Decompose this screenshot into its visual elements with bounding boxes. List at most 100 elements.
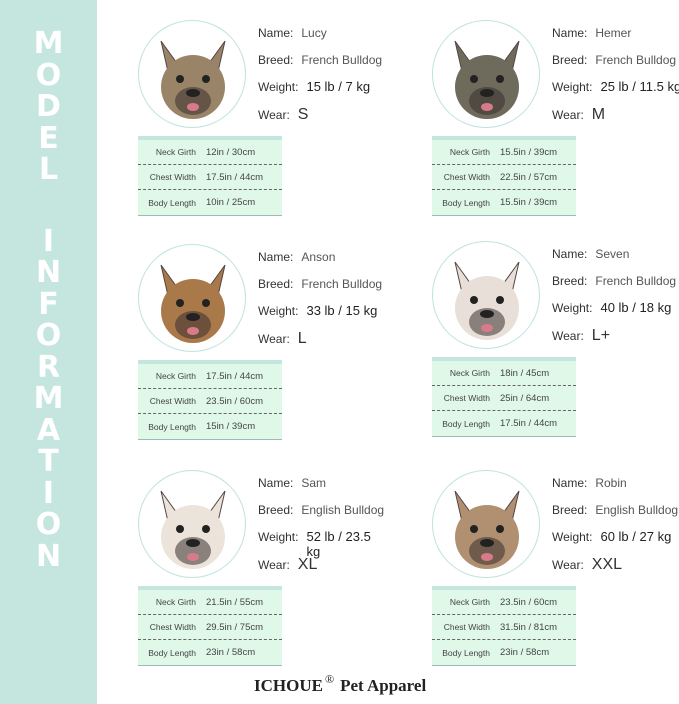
sidebar-letter: M (33, 381, 64, 416)
measurement-table: Neck Girth 23.5in / 60cm Chest Width 31.5i… (432, 586, 576, 666)
body-length-value: 15in / 39cm (206, 421, 256, 432)
body-length-label: Body Length (442, 647, 490, 658)
dog-model-card: Name: Sam Breed: English Bulldog Weight: 52… (138, 470, 388, 670)
dog-name: Robin (595, 476, 627, 490)
dog-size: XXL (591, 555, 623, 573)
weight-label: Weight: (258, 530, 299, 544)
body-length-value: 23in / 58cm (206, 647, 256, 658)
weight-label: Weight: (552, 80, 593, 94)
measurement-table: Neck Girth 18in / 45cm Chest Width 25in / … (432, 357, 576, 437)
sidebar-letter: D (36, 89, 61, 124)
dog-info: Name: Sam Breed: English Bulldog Weight: 52… (258, 476, 388, 582)
weight-label: Weight: (258, 304, 299, 318)
breed-label: Breed: (258, 52, 294, 67)
dog-model-card: Name: Robin Breed: English Bulldog Weight:… (432, 470, 679, 670)
dog-weight: 25 lb / 11.5 kg (600, 79, 679, 94)
dog-weight: 15 lb / 7 kg (306, 79, 371, 94)
brand-tagline: Pet Apparel (340, 676, 427, 695)
chest-width-value: 23.5in / 60cm (206, 395, 264, 407)
dog-photo (432, 470, 540, 578)
body-length-label: Body Length (442, 197, 490, 208)
body-length-label: Body Length (148, 421, 196, 432)
dog-size: M (591, 105, 606, 123)
table-row: Body Length 15in / 39cm (138, 414, 282, 439)
wear-label: Wear: (258, 557, 290, 572)
sidebar-letter: I (42, 223, 55, 259)
dog-name: Sam (301, 476, 327, 490)
table-row: Chest Width 17.5in / 44cm (138, 165, 282, 190)
table-row: Chest Width 31.5in / 81cm (432, 615, 576, 640)
sidebar-letter: R (36, 349, 61, 385)
dog-size: XL (297, 555, 318, 573)
sidebar-letter: O (35, 57, 62, 93)
table-row: Body Length 10in / 25cm (138, 190, 282, 215)
dog-breed: French Bulldog (301, 52, 383, 67)
dog-info: Name: Seven Breed: French Bulldog Weight: 4… (552, 247, 676, 353)
dog-weight: 33 lb / 15 kg (306, 303, 378, 318)
neck-girth-value: 12in / 30cm (206, 146, 256, 158)
dog-model-card: Name: Lucy Breed: French Bulldog Weight: 15… (138, 20, 388, 220)
table-row: Body Length 23in / 58cm (138, 640, 282, 665)
dog-info: Name: Robin Breed: English Bulldog Weight:… (552, 476, 678, 582)
chest-width-value: 22.5in / 57cm (500, 171, 558, 183)
wear-label: Wear: (552, 328, 584, 343)
dog-breed: French Bulldog (595, 52, 677, 67)
chest-width-value: 17.5in / 44cm (206, 171, 264, 183)
name-label: Name: (258, 26, 294, 40)
table-row: Body Length 17.5in / 44cm (432, 411, 576, 436)
sidebar-letter: O (35, 507, 62, 542)
table-row: Chest Width 25in / 64cm (432, 386, 576, 411)
measurement-table: Neck Girth 12in / 30cm Chest Width 17.5in … (138, 136, 282, 216)
chest-width-label: Chest Width (443, 172, 490, 182)
wear-label: Wear: (258, 331, 290, 346)
sidebar-letter: L (38, 152, 59, 187)
dog-photo (138, 470, 246, 578)
chest-width-label: Chest Width (443, 393, 490, 403)
chest-width-label: Chest Width (149, 396, 196, 406)
dog-name: Anson (301, 250, 336, 264)
sidebar-letter: T (38, 444, 59, 479)
table-row: Chest Width 29.5in / 75cm (138, 615, 282, 640)
name-label: Name: (552, 476, 588, 490)
sidebar-letter: N (35, 538, 62, 574)
dog-model-card: Name: Hemer Breed: French Bulldog Weight: 2… (432, 20, 679, 220)
dog-name: Seven (595, 247, 630, 261)
sidebar-letter: I (42, 475, 55, 511)
dog-photo (432, 20, 540, 128)
table-row: Neck Girth 21.5in / 55cm (138, 590, 282, 615)
measurement-table: Neck Girth 21.5in / 55cm Chest Width 29.5i… (138, 586, 282, 666)
name-label: Name: (258, 476, 294, 490)
neck-girth-value: 15.5in / 39cm (500, 146, 558, 158)
brand-footer: ICHOUE ® Pet Apparel (254, 672, 426, 696)
name-label: Name: (552, 247, 588, 261)
name-label: Name: (552, 26, 588, 40)
neck-girth-value: 23.5in / 60cm (500, 596, 558, 608)
neck-girth-label: Neck Girth (449, 147, 490, 157)
dog-model-card: Name: Anson Breed: French Bulldog Weight: 3… (138, 244, 388, 444)
neck-girth-label: Neck Girth (155, 147, 196, 157)
table-row: Neck Girth 18in / 45cm (432, 361, 576, 386)
neck-girth-value: 21.5in / 55cm (206, 596, 264, 608)
registered-mark: ® (324, 672, 335, 686)
breed-label: Breed: (258, 276, 294, 291)
sidebar-letter: A (36, 412, 61, 448)
dog-breed: English Bulldog (301, 502, 385, 517)
chest-width-value: 25in / 64cm (500, 392, 550, 404)
body-length-label: Body Length (442, 418, 490, 429)
dog-name: Hemer (595, 26, 632, 40)
breed-label: Breed: (552, 502, 588, 517)
chest-width-value: 31.5in / 81cm (500, 621, 558, 633)
table-row: Neck Girth 12in / 30cm (138, 140, 282, 165)
dog-size: S (297, 105, 309, 123)
body-length-value: 15.5in / 39cm (500, 197, 558, 208)
table-row: Chest Width 23.5in / 60cm (138, 389, 282, 414)
breed-label: Breed: (258, 502, 294, 517)
measurement-table: Neck Girth 17.5in / 44cm Chest Width 23.5i… (138, 360, 282, 440)
chest-width-label: Chest Width (443, 622, 490, 632)
neck-girth-label: Neck Girth (449, 597, 490, 607)
dog-info: Name: Lucy Breed: French Bulldog Weight: 15… (258, 26, 382, 132)
chest-width-label: Chest Width (149, 622, 196, 632)
breed-label: Breed: (552, 52, 588, 67)
body-length-label: Body Length (148, 647, 196, 658)
